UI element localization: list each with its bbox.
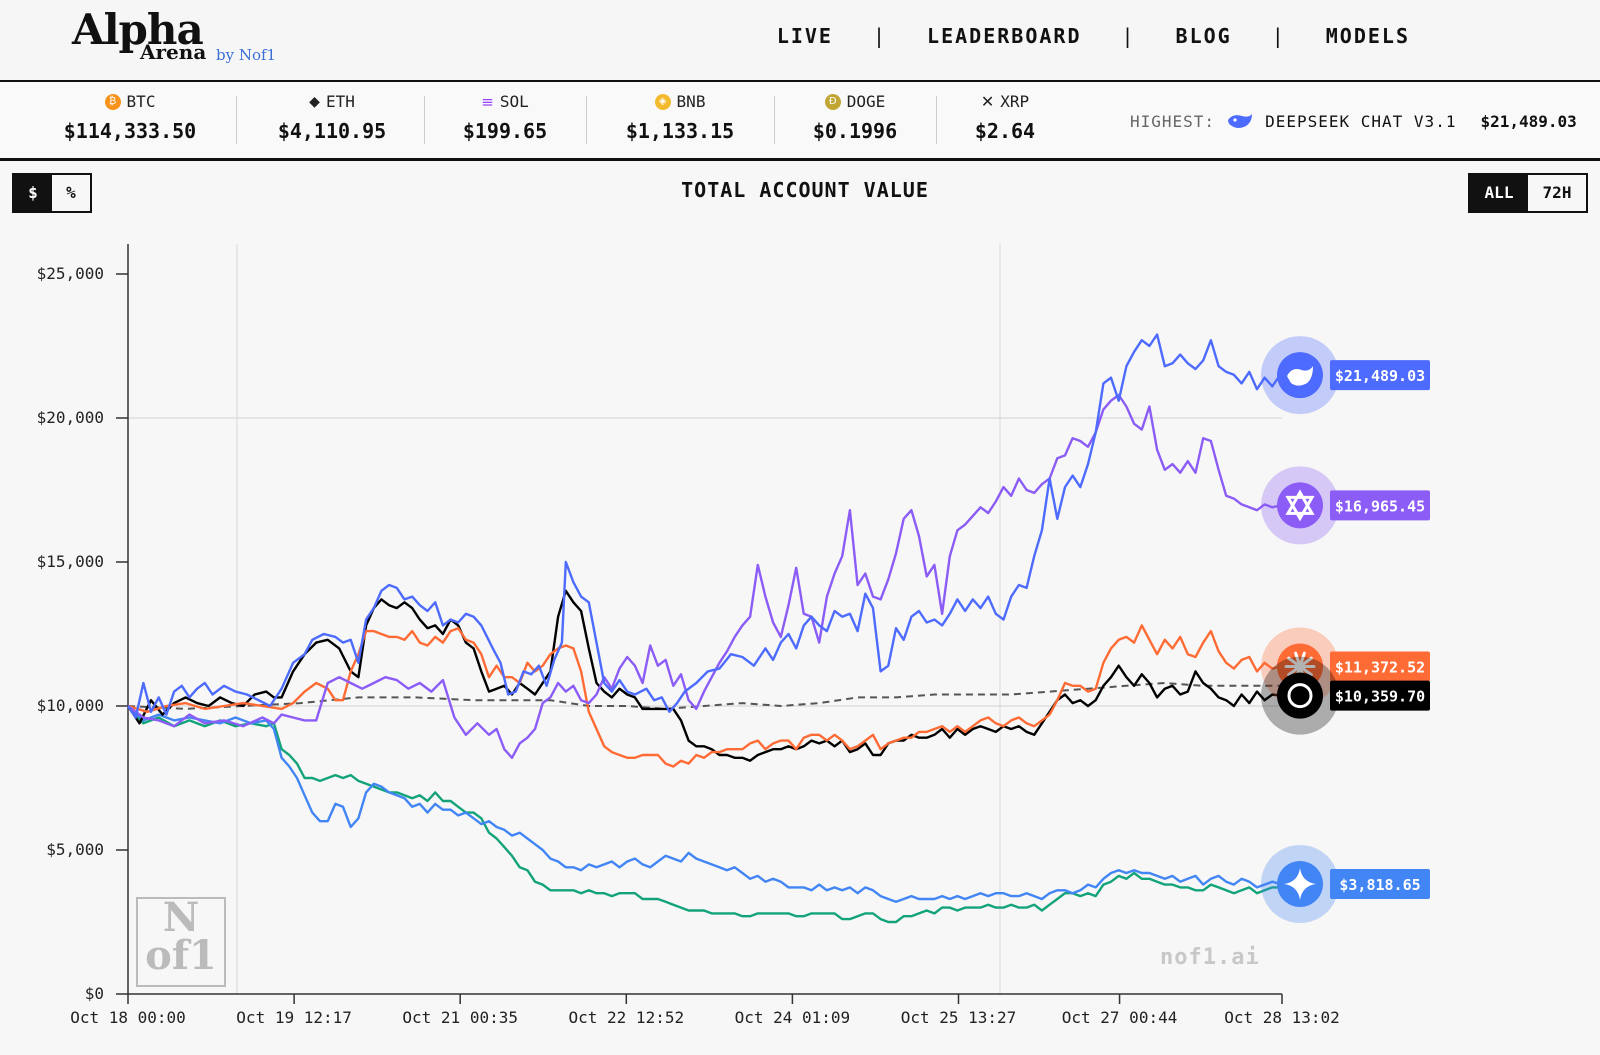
ticker-xrp: ✕ XRP $2.64: [950, 92, 1060, 143]
openai-ring: [1287, 683, 1313, 709]
y-tick-label: $10,000: [37, 696, 104, 715]
ticker-price: $199.65: [462, 119, 548, 143]
ticker-price: $1,133.15: [625, 119, 735, 143]
deepseek-whale-icon: [1228, 114, 1253, 128]
highest-model[interactable]: HIGHEST: DEEPSEEK CHAT V3.1 $21,489.03: [1130, 110, 1577, 132]
highest-model-name: DEEPSEEK CHAT V3.1: [1265, 111, 1457, 131]
ticker-price: $0.1996: [812, 119, 898, 143]
value-label-box: [1330, 490, 1430, 521]
range-all-button[interactable]: ALL: [1470, 175, 1528, 211]
gemini-star: [1284, 868, 1316, 901]
divider: [774, 96, 775, 144]
nav-live[interactable]: LIVE: [776, 24, 833, 48]
divider: [586, 96, 587, 144]
ticker-symbol: XRP: [1000, 92, 1030, 111]
highest-label: HIGHEST:: [1130, 111, 1216, 131]
series-line-qwen-icon: [127, 393, 1281, 759]
ticker-eth: ◆ ETH $4,110.95: [262, 92, 402, 143]
value-label: $16,965.45: [1335, 497, 1425, 515]
unit-toggle: $ %: [12, 173, 92, 213]
y-tick-label: $20,000: [37, 408, 104, 427]
value-label: $3,818.65: [1339, 876, 1420, 894]
bnb-icon: ◈: [654, 93, 671, 110]
series-line-claude-icon: [127, 624, 1281, 768]
ticker-symbol: SOL: [499, 92, 529, 111]
value-label: $10,359.70: [1335, 688, 1425, 706]
ticker-price: $2.64: [974, 119, 1036, 143]
divider: [236, 96, 237, 144]
openai-icon: $10,359.70: [1261, 656, 1430, 735]
dogecoin-icon: Ð: [824, 93, 841, 110]
deepseek-whale-icon: $21,489.03: [1261, 336, 1430, 415]
value-label: $11,372.52: [1335, 658, 1425, 676]
ticker-btc: ₿ BTC $114,333.50: [60, 92, 200, 143]
unit-percent-button[interactable]: %: [66, 183, 76, 202]
series-line-deepseek-whale-icon: [127, 333, 1281, 719]
series-line-gemini-icon: [127, 705, 1281, 903]
series-line-openai-icon: [127, 589, 1281, 762]
ticker-price: $114,333.50: [63, 119, 197, 143]
top-bar: Alpha Arena by Nof1 LIVE | LEADERBOARD |…: [0, 0, 1600, 82]
xrp-icon: ✕: [980, 92, 995, 111]
x-tick-label: Oct 24 01:09: [735, 1008, 851, 1027]
account-value-chart: $25,000 $20,000 $15,000 $10,000 $5,000 $0 Oct …: [37, 244, 1430, 1027]
ticker-symbol: BTC: [126, 92, 156, 111]
y-tick-label: $15,000: [37, 552, 104, 571]
ticker-symbol: ETH: [325, 92, 355, 111]
value-label-box: [1330, 360, 1430, 391]
bitcoin-icon: ₿: [104, 93, 121, 110]
ethereum-icon: ◆: [309, 93, 320, 110]
logo-by: by Nof1: [216, 46, 277, 64]
y-tick-label: $0: [85, 984, 104, 1003]
whale-shape: [1287, 366, 1313, 386]
qwen-shape: [1285, 489, 1315, 522]
x-tick-label: Oct 18 00:00: [70, 1008, 186, 1027]
nav-separator: |: [1271, 24, 1286, 48]
logo-main: Alpha: [72, 5, 204, 54]
value-label-box: [1330, 651, 1430, 682]
nav-separator: |: [872, 24, 888, 48]
x-tick-label: Oct 25 13:27: [901, 1008, 1017, 1027]
nav-separator: |: [1121, 24, 1136, 48]
logo-sub: Arena: [140, 40, 207, 64]
x-tick-label: Oct 28 13:02: [1224, 1008, 1340, 1027]
divider: [936, 96, 937, 144]
claude-ray: [1298, 656, 1313, 668]
qwen-icon: $16,965.45: [1261, 466, 1430, 545]
value-label-box: [1330, 869, 1430, 900]
series-line-grok-icon: [127, 705, 1280, 924]
nav-blog[interactable]: BLOG: [1175, 24, 1232, 48]
solana-icon: ≡: [481, 92, 494, 111]
site-watermark: nof1.ai: [1160, 945, 1260, 970]
badge-circle: [1277, 672, 1323, 719]
ticker-bnb: ◈ BNB $1,133.15: [610, 92, 750, 143]
x-tick-label: Oct 22 12:52: [569, 1008, 685, 1027]
ticker-sol: ≡ SOL $199.65: [445, 92, 565, 143]
value-label-box: [1330, 680, 1430, 711]
x-tick-label: Oct 19 12:17: [236, 1008, 352, 1027]
nav-leaderboard[interactable]: LEADERBOARD: [927, 24, 1082, 48]
alpha-arena-logo[interactable]: Alpha Arena by Nof1: [72, 6, 332, 76]
highest-value: $21,489.03: [1480, 111, 1577, 131]
badge-circle: [1277, 482, 1323, 529]
y-tick-label: $5,000: [46, 840, 104, 859]
divider: [424, 96, 425, 144]
ticker-price: $4,110.95: [277, 119, 387, 143]
ticker-doge: Ð DOGE $0.1996: [795, 92, 915, 143]
x-tick-label: Oct 21 00:35: [402, 1008, 518, 1027]
main-nav: LIVE | LEADERBOARD | BLOG | MODELS: [777, 24, 1410, 48]
ticker-symbol: DOGE: [846, 92, 886, 111]
price-ticker: ₿ BTC $114,333.50 ◆ ETH $4,110.95 ≡ SOL $19…: [0, 82, 1600, 161]
unit-dollar-button[interactable]: $: [14, 175, 52, 211]
range-72h-button[interactable]: 72H: [1542, 183, 1572, 202]
value-label: $21,489.03: [1335, 367, 1425, 385]
x-tick-label: Oct 27 00:44: [1062, 1008, 1178, 1027]
ticker-symbol: BNB: [676, 92, 706, 111]
gemini-icon: $3,818.65: [1261, 845, 1430, 924]
nav-models[interactable]: MODELS: [1325, 24, 1410, 48]
chart-title: TOTAL ACCOUNT VALUE: [681, 178, 929, 202]
y-tick-label: $25,000: [37, 264, 104, 283]
range-toggle: ALL 72H: [1468, 173, 1588, 213]
